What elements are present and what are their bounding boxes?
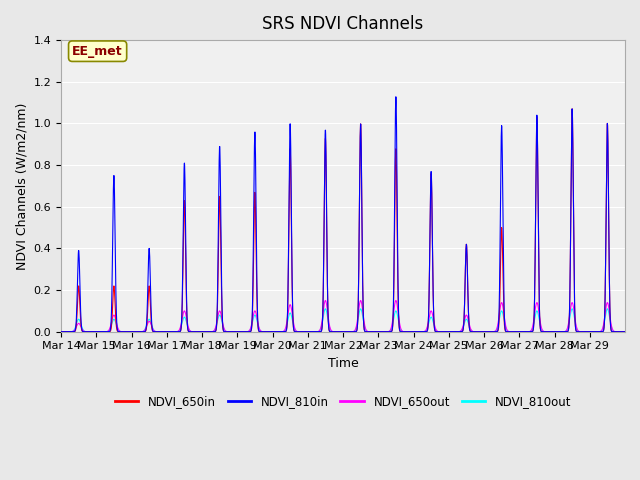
Text: EE_met: EE_met (72, 45, 123, 58)
Y-axis label: NDVI Channels (W/m2/nm): NDVI Channels (W/m2/nm) (15, 102, 28, 270)
Legend: NDVI_650in, NDVI_810in, NDVI_650out, NDVI_810out: NDVI_650in, NDVI_810in, NDVI_650out, NDV… (110, 390, 576, 413)
Title: SRS NDVI Channels: SRS NDVI Channels (262, 15, 424, 33)
X-axis label: Time: Time (328, 357, 358, 370)
